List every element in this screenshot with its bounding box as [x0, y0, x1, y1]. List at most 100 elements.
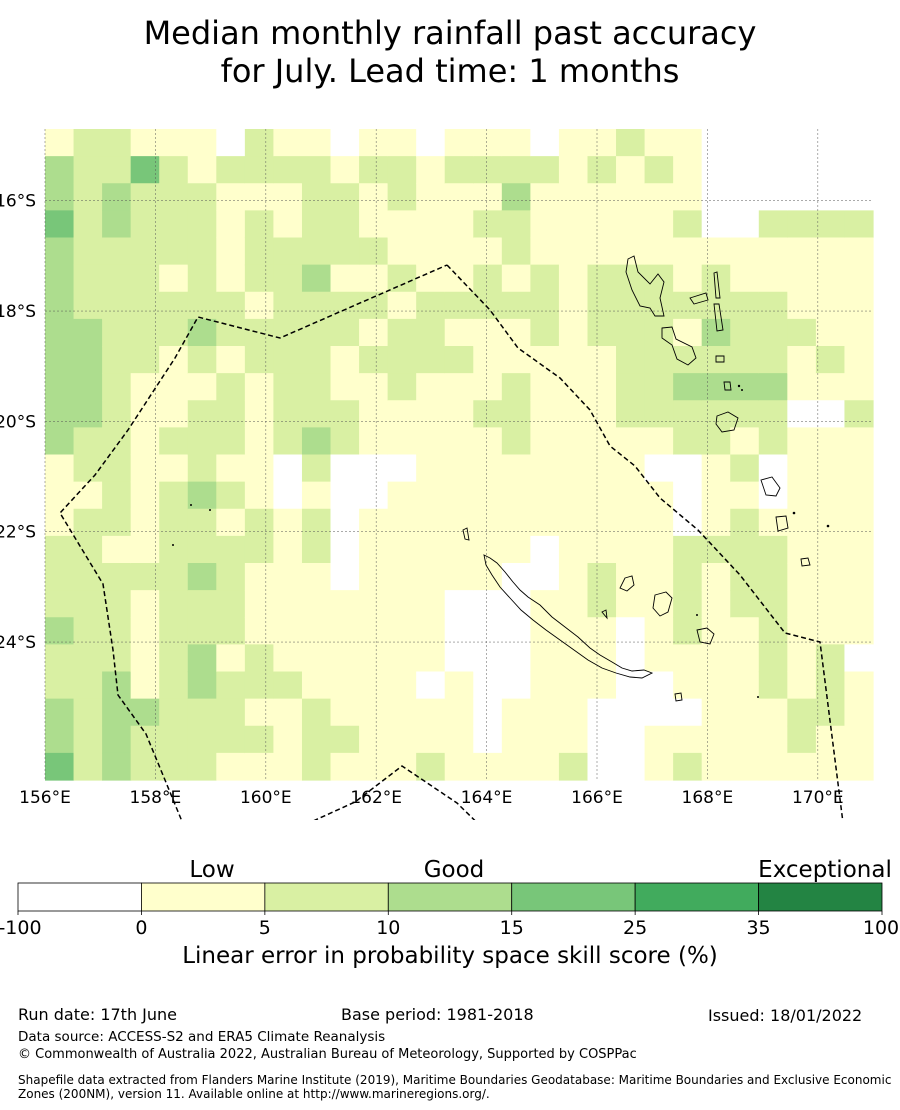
grid-cell	[616, 237, 646, 266]
grid-cell	[216, 698, 246, 727]
grid-cell	[330, 318, 360, 347]
category-exceptional: Exceptional	[758, 857, 892, 883]
eez-boundary	[59, 264, 844, 820]
grid-cell	[730, 563, 760, 591]
longitude-tick-labels: 156°E 158°E 160°E 162°E 164°E 166°E 168°E 170°E	[19, 788, 844, 808]
grid-cell	[159, 183, 189, 211]
grid-cell	[159, 508, 189, 537]
grid-cell	[758, 373, 788, 401]
grid-cell	[587, 617, 617, 645]
grid-cell	[416, 508, 446, 537]
grid-cell	[330, 129, 360, 157]
grid-cell	[244, 535, 275, 564]
grid-cell	[501, 454, 531, 483]
grid-cell	[159, 752, 189, 781]
grid-cell	[530, 644, 560, 673]
grid-cell	[102, 617, 132, 645]
grid-cell	[359, 373, 389, 401]
grid-cell	[530, 454, 560, 483]
grid-cell	[730, 291, 760, 320]
grid-cell	[159, 237, 189, 266]
grid-cell	[444, 237, 474, 266]
grid-cell	[387, 671, 417, 700]
grid-cell	[45, 617, 75, 645]
grid-cell	[473, 427, 503, 456]
grid-cell	[673, 237, 703, 266]
grid-cell	[844, 237, 874, 266]
grid-cell	[844, 698, 874, 727]
colorbar-tick-labels: -100 0 5 10 15 25 35 100	[0, 911, 899, 939]
grid-cell	[244, 671, 275, 700]
grid-cell	[444, 454, 474, 483]
island-efate	[715, 411, 739, 433]
lon-tick-label: 162°E	[350, 788, 402, 808]
grid-cell	[644, 508, 674, 537]
grid-cell	[73, 508, 103, 537]
grid-cell	[273, 210, 303, 239]
grid-cell	[273, 481, 303, 510]
shapefile-credit-line-2: Zones (200NM), version 11. Available onl…	[18, 1087, 490, 1101]
grid-cell	[758, 346, 788, 374]
grid-cell	[730, 671, 760, 700]
grid-cell	[359, 644, 389, 673]
grid-cell	[45, 264, 75, 293]
grid-cell	[301, 400, 332, 428]
grid-cell	[530, 563, 560, 591]
grid-cell	[473, 454, 503, 483]
grid-cell	[273, 644, 303, 673]
grid-cell	[416, 617, 446, 645]
grid-cell	[616, 617, 646, 645]
grid-cell	[73, 400, 103, 428]
grid-cell	[102, 237, 132, 266]
grid-cell	[530, 508, 560, 537]
grid-cell	[102, 590, 132, 618]
grid-cell	[844, 644, 874, 673]
grid-cell	[616, 373, 646, 401]
grid-cell	[73, 237, 103, 266]
grid-cell	[301, 644, 332, 673]
colorbar-tick-label: 35	[746, 917, 770, 939]
grid-cell	[416, 237, 446, 266]
grid-cell	[844, 183, 874, 211]
grid-cell	[73, 454, 103, 483]
grid-cell	[301, 427, 332, 456]
grid-cell	[616, 156, 646, 184]
grid-cell	[558, 427, 589, 456]
grid-cell	[130, 427, 160, 456]
grid-cell	[815, 400, 846, 428]
grid-cell	[45, 156, 75, 184]
grid-cell	[273, 129, 303, 157]
grid-cell	[473, 264, 503, 293]
grid-cell	[787, 671, 817, 700]
grid-cell	[587, 644, 617, 673]
grid-cell	[159, 400, 189, 428]
grid-cell	[73, 427, 103, 456]
grid-cell	[387, 644, 417, 673]
grid-cell	[130, 454, 160, 483]
grid-cell	[330, 291, 360, 320]
grid-cell	[673, 508, 703, 537]
grid-cell	[73, 183, 103, 211]
grid-cell	[844, 400, 874, 428]
grid-cell	[844, 129, 874, 157]
grid-cell	[444, 318, 474, 347]
grid-cell	[359, 617, 389, 645]
grid-cell	[501, 129, 531, 157]
grid-cell	[244, 698, 275, 727]
grid-cell	[45, 318, 75, 347]
grid-cell	[530, 156, 560, 184]
grid-cell	[616, 725, 646, 754]
grid-cell	[416, 752, 446, 781]
grid-cell	[644, 210, 674, 239]
grid-cell	[787, 617, 817, 645]
grid-cell	[130, 237, 160, 266]
grid-cell	[758, 590, 788, 618]
grid-cell	[273, 671, 303, 700]
grid-cell	[815, 454, 846, 483]
grid-cell	[501, 481, 531, 510]
grid-cell	[844, 427, 874, 456]
grid-cell	[587, 346, 617, 374]
lon-tick-label: 168°E	[682, 788, 734, 808]
grid-cell	[187, 373, 217, 401]
copyright: © Commonwealth of Australia 2022, Austra…	[18, 1047, 637, 1062]
